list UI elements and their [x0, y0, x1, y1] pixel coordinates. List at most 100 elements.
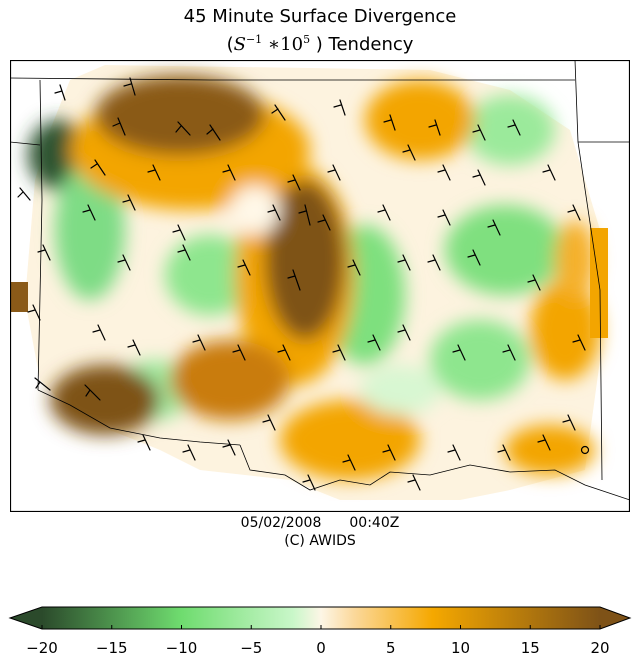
- divergence-patch-far-west: [10, 282, 28, 312]
- boundary-south-river: [239, 444, 630, 501]
- wind-barb: [537, 434, 551, 451]
- wind-barb: [262, 414, 276, 431]
- colorbar-tick-label: −10: [166, 639, 198, 657]
- wind-barb: [467, 249, 481, 266]
- colorbar-low-extend: [10, 607, 42, 629]
- boundary-north-line: [10, 77, 575, 81]
- wind-barb: [298, 204, 311, 226]
- wind-barb: [527, 274, 541, 291]
- wind-barb: [327, 164, 341, 181]
- wind-barb: [127, 339, 141, 356]
- divergence-zone-south: [280, 400, 420, 480]
- divergence-core-north: [95, 75, 265, 155]
- wind-barb: [367, 334, 381, 351]
- wind-barb: [383, 114, 396, 131]
- subtitle-unit-s: S: [233, 34, 246, 55]
- copyright-credit: (C) AWIDS: [284, 533, 356, 549]
- valid-timestamp: 05/02/2008 00:40Z: [0, 515, 640, 531]
- neutral-zone-center: [230, 185, 280, 235]
- colorbar-tick-label: 5: [386, 639, 396, 657]
- wind-barb: [377, 204, 391, 221]
- map-subtitle: (S−1 ∗105 ) Tendency: [0, 33, 640, 55]
- colorbar-high-extend: [600, 607, 630, 629]
- wind-barb: [175, 121, 191, 136]
- wind-barb: [332, 344, 346, 361]
- divergence-map: [10, 60, 630, 512]
- wind-barb: [123, 77, 136, 96]
- wind-barb: [397, 254, 411, 271]
- wind-barb: [397, 324, 411, 341]
- wind-barb: [54, 84, 66, 101]
- wind-barb: [497, 444, 511, 461]
- wind-barb: [37, 244, 51, 261]
- wind-barb: [437, 164, 451, 181]
- wind-barb: [112, 117, 126, 136]
- wind-barb: [562, 414, 576, 431]
- wind-barb: [267, 204, 281, 221]
- wind-barb: [82, 204, 96, 221]
- map-frame: [10, 60, 630, 512]
- wind-barb: [192, 334, 206, 351]
- valid-date: 05/02/2008: [240, 515, 322, 531]
- wind-barb: [502, 344, 516, 361]
- subtitle-unit-s-exponent: −1: [245, 33, 263, 46]
- wind-barb: [487, 219, 501, 236]
- map-title: 45 Minute Surface Divergence: [183, 6, 457, 27]
- subtitle-multiplier: ∗10: [262, 34, 304, 55]
- wind-barb: [122, 194, 136, 211]
- convergence-zone-south: [430, 320, 530, 400]
- wind-barb: [84, 384, 101, 401]
- divergence-zone-se-edge: [555, 220, 595, 300]
- wind-barb: [237, 259, 251, 276]
- wind-barb: [206, 124, 221, 141]
- wind-barb: [27, 304, 41, 321]
- colorbar-tick-label: −5: [240, 639, 262, 657]
- wind-barb: [428, 119, 441, 136]
- wind-barb: [271, 104, 286, 121]
- wind-barb: [452, 344, 466, 361]
- divergence-zone-southwest: [170, 340, 290, 420]
- wind-barb: [177, 244, 191, 261]
- wind-barb: [302, 474, 316, 491]
- wind-barb: [402, 144, 416, 161]
- colorbar-tick-label: 0: [316, 639, 326, 657]
- divergence-zone-east: [530, 280, 600, 380]
- wind-barb: [572, 334, 586, 351]
- wind-barb: [172, 224, 186, 241]
- subtitle-tendency: ) Tendency: [310, 34, 414, 55]
- wind-barb: [447, 444, 461, 461]
- wind-barb: [437, 209, 451, 226]
- colorbar-tick-label: −15: [96, 639, 128, 657]
- wind-barb: [117, 254, 131, 271]
- convergence-zone-west: [55, 160, 125, 300]
- divergence-zone-ne: [365, 80, 475, 160]
- wind-barb: [222, 164, 236, 181]
- state-boundaries: [10, 60, 630, 501]
- wind-barb: [182, 444, 196, 461]
- wind-barb: [92, 324, 106, 341]
- subtitle-multiplier-exponent: 5: [303, 33, 311, 46]
- wind-barb: [507, 119, 521, 136]
- boundary-east-line: [574, 60, 603, 481]
- wind-barb: [287, 174, 301, 191]
- colorbar-scale: [42, 607, 600, 629]
- wind-barb: [232, 344, 246, 361]
- boundary-nw-line: [10, 141, 41, 146]
- divergence-field: [10, 65, 608, 500]
- wind-barb: [472, 169, 486, 186]
- boundary-southwest-line: [37, 389, 241, 446]
- wind-barb: [342, 454, 356, 471]
- wind-barb: [407, 474, 421, 491]
- wind-barbs: [17, 77, 590, 491]
- wind-barb: [542, 164, 556, 181]
- wind-barb: [222, 439, 236, 456]
- wind-barb: [382, 444, 396, 461]
- wind-barb: [317, 214, 331, 231]
- wind-barb: [567, 204, 581, 221]
- wind-barb: [147, 164, 161, 181]
- wind-barb: [333, 99, 346, 116]
- wind-barb: [34, 377, 51, 391]
- convergence-zone-ne: [465, 95, 555, 165]
- colorbar-tick-label: 20: [590, 639, 609, 657]
- colorbar: −20 −15 −10 −5 0 5 10 15 20: [8, 606, 632, 657]
